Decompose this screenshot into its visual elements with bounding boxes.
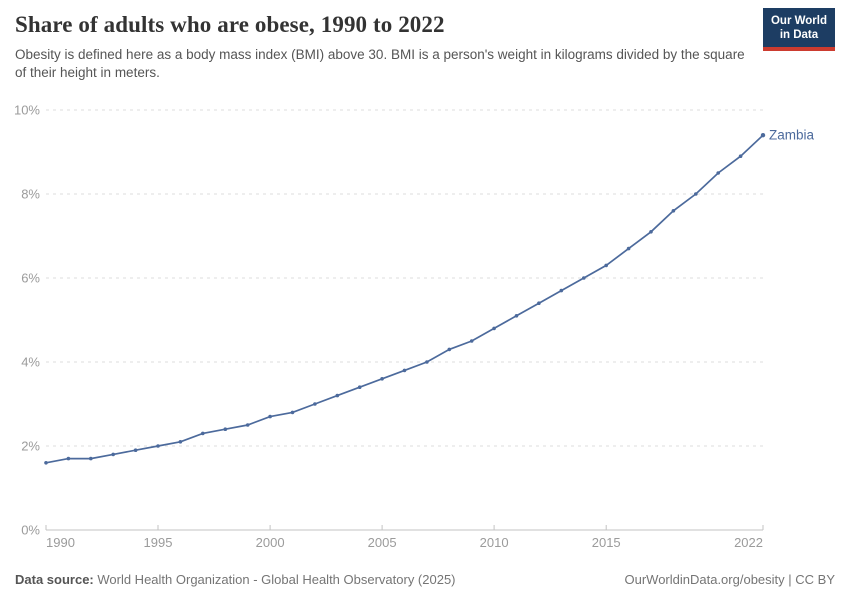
owid-logo-line2: in Data [779,29,819,42]
data-point[interactable] [66,456,71,461]
data-point[interactable] [245,423,250,427]
data-point[interactable] [268,414,272,419]
data-point[interactable] [44,461,48,465]
data-point[interactable] [649,230,653,234]
data-point[interactable] [559,288,564,293]
chart-header: Share of adults who are obese, 1990 to 2… [15,8,835,82]
data-point[interactable] [582,276,586,280]
data-point[interactable] [380,377,384,381]
chart-subtitle: Obesity is defined here as a body mass i… [15,47,745,80]
data-point[interactable] [335,393,340,398]
footer-links: OurWorldinData.org/obesity | CC BY [624,572,835,587]
data-point[interactable] [671,209,676,213]
y-tick-label: 2% [21,439,40,454]
data-point[interactable] [447,347,452,352]
series-label-zambia[interactable]: Zambia [769,128,815,143]
x-tick-label: 2005 [368,535,397,550]
footer-separator: | [784,572,796,587]
data-point[interactable] [492,326,496,331]
data-point[interactable] [716,171,720,175]
license-link[interactable]: CC BY [795,572,835,587]
page-title: Share of adults who are obese, 1990 to 2… [15,12,445,37]
data-point[interactable] [537,301,541,305]
data-point[interactable] [357,385,362,390]
data-source-text: World Health Organization - Global Healt… [93,572,456,587]
line-chart[interactable]: 0% 2% 4% 6% 8% 10% 1990 1995 2000 2005 2010 2015 202… [0,95,850,565]
data-point[interactable] [425,360,429,364]
data-point[interactable] [201,431,205,436]
x-tick-label: 2015 [592,535,621,550]
x-tick-label: 2000 [256,535,285,550]
series-line-zambia[interactable] [45,134,764,464]
x-tick-label: 2022 [734,535,763,550]
data-point[interactable] [111,452,115,457]
y-tick-label: 10% [14,103,40,118]
y-tick-label: 4% [21,355,40,370]
data-point[interactable] [760,133,766,138]
data-point[interactable] [469,339,474,343]
data-point[interactable] [156,444,160,448]
x-tick-label: 2010 [480,535,509,550]
owid-url-link[interactable]: OurWorldinData.org/obesity [624,572,785,587]
data-point[interactable] [89,456,93,461]
data-point[interactable] [402,368,407,373]
data-point[interactable] [290,410,295,415]
data-point[interactable] [223,427,228,432]
owid-logo[interactable]: Our World in Data [762,8,835,51]
y-tick-label: 8% [21,187,40,202]
data-point[interactable] [694,192,698,196]
chart-footer: Data source: World Health Organization -… [15,572,835,587]
data-point[interactable] [626,246,631,251]
data-point[interactable] [604,263,608,268]
data-point[interactable] [133,448,138,453]
data-point[interactable] [514,314,519,318]
y-tick-label: 6% [21,271,40,286]
y-tick-label: 0% [21,523,40,538]
owid-logo-line1: Our World [770,15,827,27]
data-source-label: Data source: [15,572,94,587]
data-point[interactable] [178,440,183,444]
x-tick-label: 1995 [144,535,173,550]
data-point[interactable] [738,154,743,158]
data-point[interactable] [313,402,317,406]
x-tick-label: 1990 [46,535,75,550]
data-source: Data source: World Health Organization -… [15,572,456,587]
